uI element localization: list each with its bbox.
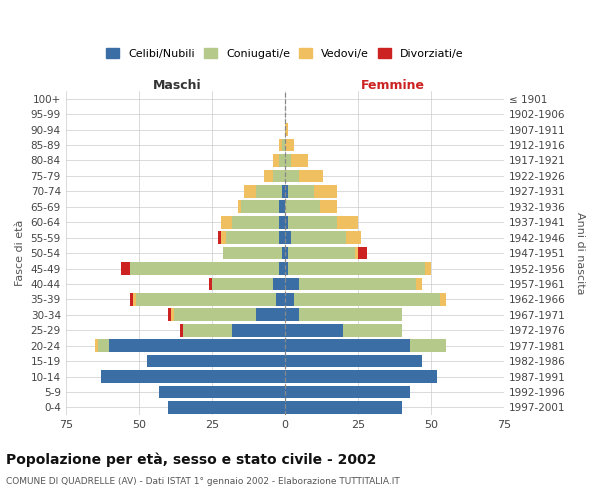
- Bar: [168, 401, 285, 413]
- Bar: [279, 262, 285, 275]
- Bar: [98, 340, 109, 352]
- Bar: [168, 308, 171, 321]
- Bar: [238, 200, 241, 213]
- Bar: [121, 262, 130, 275]
- Bar: [285, 308, 299, 321]
- Bar: [290, 154, 308, 167]
- Bar: [133, 293, 136, 306]
- Bar: [285, 232, 290, 244]
- Bar: [109, 340, 285, 352]
- Bar: [285, 185, 288, 198]
- Bar: [101, 370, 285, 383]
- Bar: [179, 324, 182, 336]
- Bar: [174, 308, 256, 321]
- Bar: [279, 216, 285, 228]
- Bar: [136, 293, 276, 306]
- Text: COMUNE DI QUADRELLE (AV) - Dati ISTAT 1° gennaio 2002 - Elaborazione TUTTITALIA.: COMUNE DI QUADRELLE (AV) - Dati ISTAT 1°…: [6, 478, 400, 486]
- Bar: [159, 386, 285, 398]
- Bar: [440, 293, 446, 306]
- Bar: [279, 232, 285, 244]
- Bar: [285, 386, 410, 398]
- Bar: [358, 247, 367, 260]
- Bar: [95, 340, 98, 352]
- Bar: [232, 216, 279, 228]
- Bar: [282, 185, 285, 198]
- Bar: [285, 278, 299, 290]
- Bar: [410, 340, 446, 352]
- Text: Maschi: Maschi: [152, 79, 201, 92]
- Bar: [293, 293, 440, 306]
- Y-axis label: Anni di nascita: Anni di nascita: [575, 212, 585, 294]
- Bar: [285, 370, 437, 383]
- Bar: [226, 232, 279, 244]
- Bar: [256, 308, 285, 321]
- Bar: [285, 200, 320, 213]
- Bar: [285, 247, 288, 260]
- Bar: [282, 247, 285, 260]
- Bar: [285, 355, 422, 368]
- Bar: [285, 170, 299, 182]
- Bar: [285, 154, 290, 167]
- Bar: [285, 124, 288, 136]
- Bar: [425, 262, 431, 275]
- Bar: [279, 154, 285, 167]
- Bar: [337, 216, 358, 228]
- Bar: [244, 185, 256, 198]
- Bar: [288, 185, 314, 198]
- Bar: [285, 262, 288, 275]
- Bar: [288, 216, 337, 228]
- Bar: [223, 247, 282, 260]
- Bar: [130, 293, 133, 306]
- Bar: [299, 308, 401, 321]
- Bar: [221, 216, 232, 228]
- Bar: [285, 293, 293, 306]
- Bar: [265, 170, 273, 182]
- Bar: [279, 138, 282, 151]
- Bar: [256, 185, 282, 198]
- Text: Femmine: Femmine: [361, 79, 425, 92]
- Bar: [182, 324, 232, 336]
- Bar: [314, 185, 337, 198]
- Bar: [343, 324, 401, 336]
- Bar: [346, 232, 361, 244]
- Bar: [285, 138, 293, 151]
- Bar: [171, 308, 174, 321]
- Text: Popolazione per età, sesso e stato civile - 2002: Popolazione per età, sesso e stato civil…: [6, 452, 376, 467]
- Bar: [232, 324, 285, 336]
- Bar: [212, 278, 273, 290]
- Bar: [299, 278, 416, 290]
- Legend: Celibi/Nubili, Coniugati/e, Vedovi/e, Divorziati/e: Celibi/Nubili, Coniugati/e, Vedovi/e, Di…: [103, 44, 467, 62]
- Bar: [148, 355, 285, 368]
- Bar: [355, 247, 358, 260]
- Bar: [221, 232, 226, 244]
- Bar: [288, 247, 355, 260]
- Bar: [285, 340, 410, 352]
- Bar: [209, 278, 212, 290]
- Bar: [279, 200, 285, 213]
- Y-axis label: Fasce di età: Fasce di età: [15, 220, 25, 286]
- Bar: [285, 401, 401, 413]
- Bar: [241, 200, 279, 213]
- Bar: [276, 293, 285, 306]
- Bar: [273, 170, 285, 182]
- Bar: [285, 216, 288, 228]
- Bar: [273, 278, 285, 290]
- Bar: [130, 262, 279, 275]
- Bar: [218, 232, 221, 244]
- Bar: [416, 278, 422, 290]
- Bar: [320, 200, 337, 213]
- Bar: [290, 232, 346, 244]
- Bar: [285, 324, 343, 336]
- Bar: [299, 170, 323, 182]
- Bar: [282, 138, 285, 151]
- Bar: [288, 262, 425, 275]
- Bar: [273, 154, 279, 167]
